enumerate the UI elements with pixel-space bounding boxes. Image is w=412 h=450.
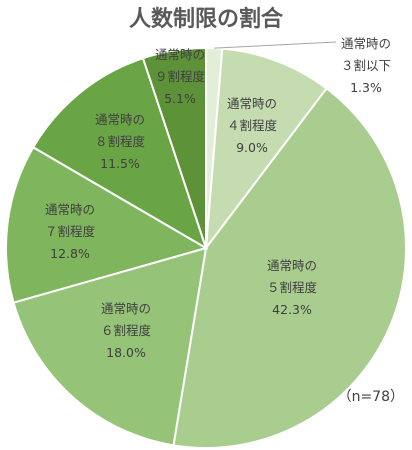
slice-category-label: 通常時の <box>267 258 317 273</box>
pie-slice-6 <box>31 56 208 251</box>
slice-category-label: 通常時の <box>45 202 95 217</box>
slice-labels: 通常時の３割以下 1.3%通常時の４割程度 9.0%通常時の５割程度 42.3%通常時… <box>45 36 391 360</box>
leader-line <box>214 41 337 49</box>
slice-value-label: 1.3% <box>350 80 382 95</box>
slice-category-label: ９割程度 <box>155 69 206 84</box>
slice-category-label: ４割程度 <box>227 118 278 133</box>
pie-slice-4 <box>12 246 208 447</box>
slice-label-6: 通常時の ８割程度 11.5% <box>95 112 146 171</box>
slice-category-label: 通常時の <box>227 96 277 111</box>
slice-category-label: ８割程度 <box>95 134 146 149</box>
slice-label-4: 通常時の ６割程度 18.0% <box>101 301 152 360</box>
slice-label-7: 通常時の ９割程度 5.1% <box>155 47 206 106</box>
slice-value-label: 5.1% <box>164 91 196 106</box>
slice-value-label: 42.3% <box>272 302 312 317</box>
pie-slice-7 <box>141 46 207 249</box>
slice-label-3: 通常時の ５割程度 42.3% <box>267 258 318 317</box>
slice-value-label: 11.5% <box>100 156 140 171</box>
slice-value-label: 9.0% <box>236 140 268 155</box>
slice-label-5: 通常時の ７割程度 12.8% <box>45 202 96 261</box>
sample-size-note: （n=78） <box>338 389 404 405</box>
slice-category-label: ３割以下 <box>341 58 391 73</box>
slice-category-label: ６割程度 <box>101 323 152 338</box>
pie-slice-5 <box>5 145 209 304</box>
slice-label-2: 通常時の ４割程度 9.0% <box>227 96 278 155</box>
chart-title: 人数制限の割合 <box>129 6 284 32</box>
slice-value-label: 18.0% <box>106 345 146 360</box>
slice-category-label: 通常時の <box>155 47 205 62</box>
slice-category-label: ５割程度 <box>267 280 318 295</box>
pie-slice-2 <box>204 47 328 252</box>
slice-category-label: 通常時の <box>341 36 391 51</box>
slice-category-label: 通常時の <box>101 301 151 316</box>
slice-category-label: 通常時の <box>95 112 145 127</box>
pie-slice-3 <box>172 87 408 449</box>
pie-slices <box>5 46 408 449</box>
slice-value-label: 12.8% <box>50 246 90 261</box>
slice-label-1: 通常時の ３割以下 1.3% <box>341 36 391 95</box>
slice-category-label: ７割程度 <box>45 224 96 239</box>
